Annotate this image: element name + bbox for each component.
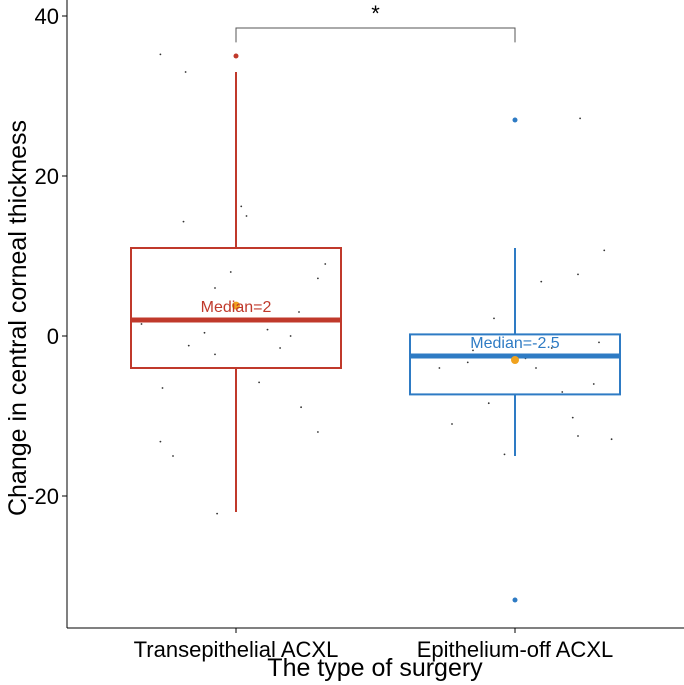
jitter-point xyxy=(279,347,281,349)
jitter-point xyxy=(592,383,595,385)
jitter-point xyxy=(324,263,327,265)
jitter-point xyxy=(561,391,564,393)
y-axis-title: Change in central corneal thickness xyxy=(4,120,32,516)
significance-bracket xyxy=(235,27,516,43)
jitter-point xyxy=(172,455,174,457)
median-label: Median=-2.5 xyxy=(470,335,559,352)
jitter-point xyxy=(610,438,613,441)
jitter-point xyxy=(203,331,206,334)
jitter-point xyxy=(577,435,579,437)
jitter-point xyxy=(598,341,600,344)
mean-point xyxy=(232,301,240,310)
jitter-point xyxy=(438,367,441,369)
jitter-point xyxy=(451,423,453,425)
jitter-point xyxy=(159,53,162,56)
jitter-point xyxy=(466,361,469,364)
jitter-point xyxy=(184,71,187,73)
jitter-point xyxy=(300,406,302,409)
jitter-point xyxy=(266,328,269,331)
x-axis-title: The type of surgery xyxy=(267,654,483,682)
jitter-point xyxy=(579,117,581,120)
jitter-point xyxy=(214,353,216,356)
jitter-point xyxy=(535,367,537,369)
jitter-point xyxy=(229,271,232,273)
significance-label: * xyxy=(371,1,380,26)
jitter-point xyxy=(571,416,574,419)
plot-area: 40 20 0 -20 Transepithelial ACXL Epithelium-o… xyxy=(27,1,621,662)
jitter-point xyxy=(240,205,243,208)
y-tick-label: -20 xyxy=(27,484,59,509)
axes xyxy=(66,0,684,629)
box xyxy=(409,333,621,396)
jitter-point xyxy=(317,431,319,433)
jitter-point xyxy=(245,215,248,217)
jitter-point xyxy=(503,453,506,456)
jitter-point xyxy=(289,335,292,337)
x-tick-label: Transepithelial ACXL xyxy=(134,637,339,662)
box xyxy=(130,247,342,369)
median-label: Median=2 xyxy=(201,299,272,316)
y-tick-label: 0 xyxy=(47,324,59,349)
jitter-point xyxy=(550,347,553,349)
jitter-point xyxy=(603,249,606,252)
x-tick-label: Epithelium-off ACXL xyxy=(417,637,613,662)
jitter-point xyxy=(258,381,260,384)
jitter-point xyxy=(317,277,319,280)
y-tick-label: 40 xyxy=(35,4,59,29)
jitter-point xyxy=(182,220,185,223)
jitter-point xyxy=(298,311,300,313)
jitter-point xyxy=(577,273,579,276)
mean-point xyxy=(511,356,519,364)
jitter-point xyxy=(216,512,219,515)
y-tick-label: 20 xyxy=(35,164,59,189)
outlier-point xyxy=(512,597,518,603)
jitter-point xyxy=(472,349,474,352)
jitter-point xyxy=(214,287,216,289)
jitter-point xyxy=(493,317,495,320)
box-group: Median=-2.5 xyxy=(409,117,621,603)
jitter-point xyxy=(540,280,543,283)
outlier-point xyxy=(233,53,239,59)
box-group: Median=2 xyxy=(130,53,342,515)
outlier-point xyxy=(512,117,518,123)
jitter-point xyxy=(187,344,190,347)
jitter-point xyxy=(487,402,490,405)
jitter-point xyxy=(140,323,143,325)
jitter-point xyxy=(161,387,164,389)
jitter-point xyxy=(159,440,162,443)
